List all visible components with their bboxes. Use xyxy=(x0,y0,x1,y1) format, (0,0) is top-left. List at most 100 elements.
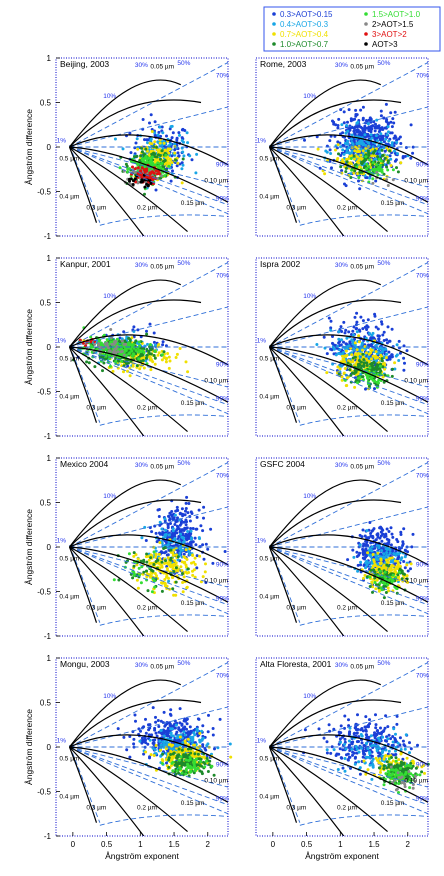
data-point xyxy=(149,158,153,162)
data-point xyxy=(384,119,388,123)
fraction-line xyxy=(269,145,301,223)
fraction-line xyxy=(269,106,429,148)
data-point xyxy=(153,748,157,752)
data-point xyxy=(353,145,357,149)
radius-curve xyxy=(269,146,345,236)
data-point xyxy=(318,166,322,170)
grid-label: 70% xyxy=(216,73,229,80)
data-point xyxy=(148,756,151,760)
data-point xyxy=(372,151,375,155)
data-point xyxy=(132,325,136,329)
grid-label: 1% xyxy=(257,138,267,145)
data-point xyxy=(142,152,146,156)
data-point xyxy=(357,334,361,338)
radius-curve xyxy=(69,146,188,233)
data-point xyxy=(379,530,383,534)
data-point xyxy=(395,343,399,347)
classification-grid xyxy=(268,62,429,236)
data-point xyxy=(191,735,195,739)
data-point xyxy=(395,166,398,170)
grid-label: 0.10 µm xyxy=(204,378,228,385)
data-point xyxy=(134,553,138,557)
radius-curve xyxy=(69,546,145,636)
data-point xyxy=(169,733,173,737)
data-point xyxy=(163,578,167,581)
data-point xyxy=(352,348,356,352)
data-point xyxy=(357,158,361,162)
data-point xyxy=(211,561,215,565)
data-point xyxy=(381,365,385,369)
data-point xyxy=(380,322,384,326)
data-point xyxy=(359,563,363,567)
data-point xyxy=(180,569,184,572)
data-point xyxy=(349,176,353,179)
data-point xyxy=(150,571,154,575)
data-point xyxy=(388,548,392,552)
data-point xyxy=(377,126,381,130)
data-point xyxy=(330,166,333,170)
grid-label: 50% xyxy=(177,60,190,67)
radius-curve xyxy=(268,546,298,623)
data-point xyxy=(154,555,158,559)
data-point xyxy=(136,586,140,590)
fraction-line xyxy=(69,146,229,215)
fraction-line xyxy=(269,545,301,623)
legend-entry: 1.0>AOT>0.7 xyxy=(280,40,329,49)
data-point xyxy=(358,150,361,153)
data-point xyxy=(167,576,170,580)
data-point xyxy=(181,150,185,154)
data-point xyxy=(170,510,174,513)
data-point xyxy=(144,731,148,735)
data-point xyxy=(120,339,124,343)
data-point xyxy=(385,561,389,565)
data-point xyxy=(147,733,151,737)
data-point xyxy=(366,376,370,380)
data-point xyxy=(119,353,123,357)
data-point xyxy=(129,359,133,363)
data-point xyxy=(364,143,368,147)
legend-marker xyxy=(272,42,276,46)
data-point xyxy=(375,359,379,363)
data-point xyxy=(390,141,394,145)
data-point xyxy=(180,528,184,532)
data-point xyxy=(211,727,215,730)
data-point xyxy=(368,585,372,588)
radius-curve xyxy=(69,334,229,366)
data-point xyxy=(184,548,188,552)
grid-label: 0.05 µm xyxy=(150,264,174,271)
data-point xyxy=(373,581,377,584)
data-point xyxy=(387,568,391,572)
data-point xyxy=(385,338,389,342)
data-point xyxy=(132,742,136,746)
data-point xyxy=(376,535,380,539)
data-point xyxy=(362,576,365,580)
data-point xyxy=(158,739,162,743)
radius-curve xyxy=(68,546,98,623)
data-point xyxy=(148,723,152,727)
data-point xyxy=(340,169,344,173)
grid-label: 99% xyxy=(416,595,429,602)
data-point xyxy=(185,538,189,542)
data-point xyxy=(365,373,369,377)
data-point xyxy=(353,117,357,121)
data-point xyxy=(169,713,173,717)
data-point xyxy=(165,584,169,588)
data-point xyxy=(132,564,136,568)
data-point xyxy=(379,132,383,136)
data-point xyxy=(365,328,369,331)
data-point xyxy=(166,526,170,530)
data-point xyxy=(165,553,169,557)
data-point xyxy=(175,730,179,734)
data-point xyxy=(183,733,187,737)
grid-label: 0.15 µm xyxy=(181,400,205,407)
grid-label: 99% xyxy=(216,395,229,402)
data-point xyxy=(341,131,345,135)
data-point xyxy=(129,151,133,155)
data-point xyxy=(366,149,370,153)
data-point xyxy=(349,373,353,377)
data-point xyxy=(142,725,146,729)
data-point xyxy=(373,387,376,391)
data-point xyxy=(352,555,356,559)
data-point xyxy=(157,561,161,565)
data-point xyxy=(204,581,208,584)
